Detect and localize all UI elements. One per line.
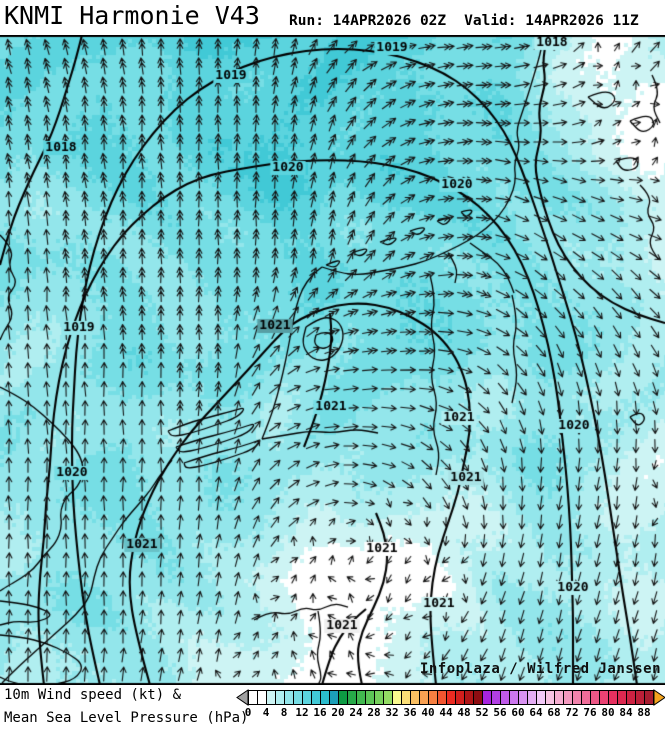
colorbar-tick: 52	[475, 706, 489, 719]
colorbar-tick: 40	[421, 706, 435, 719]
colorbar-tick: 36	[403, 706, 417, 719]
colorbar-tick: 16	[313, 706, 327, 719]
colorbar-tick: 48	[457, 706, 471, 719]
colorbar-tick: 88	[637, 706, 651, 719]
valid-label: Valid: 14APR2026 11Z	[464, 13, 639, 29]
colorbar-tick: 80	[601, 706, 615, 719]
colorbar-tick: 68	[547, 706, 561, 719]
legend-title-line2: Mean Sea Level Pressure (hPa)	[4, 710, 249, 726]
colorbar-tick: 24	[349, 706, 363, 719]
colorbar-tick: 44	[439, 706, 453, 719]
colorbar-tick: 28	[367, 706, 381, 719]
colorbar-tick: 76	[583, 706, 597, 719]
attribution-text: Infoplaza / Wilfred Janssen	[419, 661, 661, 677]
colorbar-right-arrow-icon	[653, 689, 665, 706]
colorbar-tick: 60	[511, 706, 525, 719]
colorbar-tick: 12	[295, 706, 309, 719]
colorbar-tick: 20	[331, 706, 345, 719]
legend-footer: 10m Wind speed (kt) & Mean Sea Level Pre…	[0, 685, 665, 735]
model-title: KNMI Harmonie V43	[4, 1, 260, 30]
run-label: Run: 14APR2026 02Z	[289, 13, 447, 29]
wind-speed-colorbar: 0 4 8 12 16 20 24 28 32 36 40 44 48 52 56 60 64 68 72 76 80 8…	[0, 685, 665, 735]
weather-map: Infoplaza / Wilfred Janssen	[0, 35, 665, 685]
colorbar-tick: 8	[280, 706, 288, 719]
legend-title-line1: 10m Wind speed (kt) &	[4, 687, 182, 703]
colorbar-tick: 56	[493, 706, 507, 719]
colorbar-tick: 84	[619, 706, 633, 719]
colorbar-tick: 72	[565, 706, 579, 719]
colorbar-tick: 4	[262, 706, 270, 719]
run-valid-info: Run: 14APR2026 02Z Valid: 14APR2026 11Z	[289, 13, 639, 29]
colorbar-tick: 0	[244, 706, 252, 719]
page-header: KNMI Harmonie V43 Run: 14APR2026 02Z Val…	[0, 0, 665, 35]
colorbar-tick: 64	[529, 706, 543, 719]
wind-pressure-map-canvas	[0, 35, 665, 685]
colorbar-tick: 32	[385, 706, 399, 719]
